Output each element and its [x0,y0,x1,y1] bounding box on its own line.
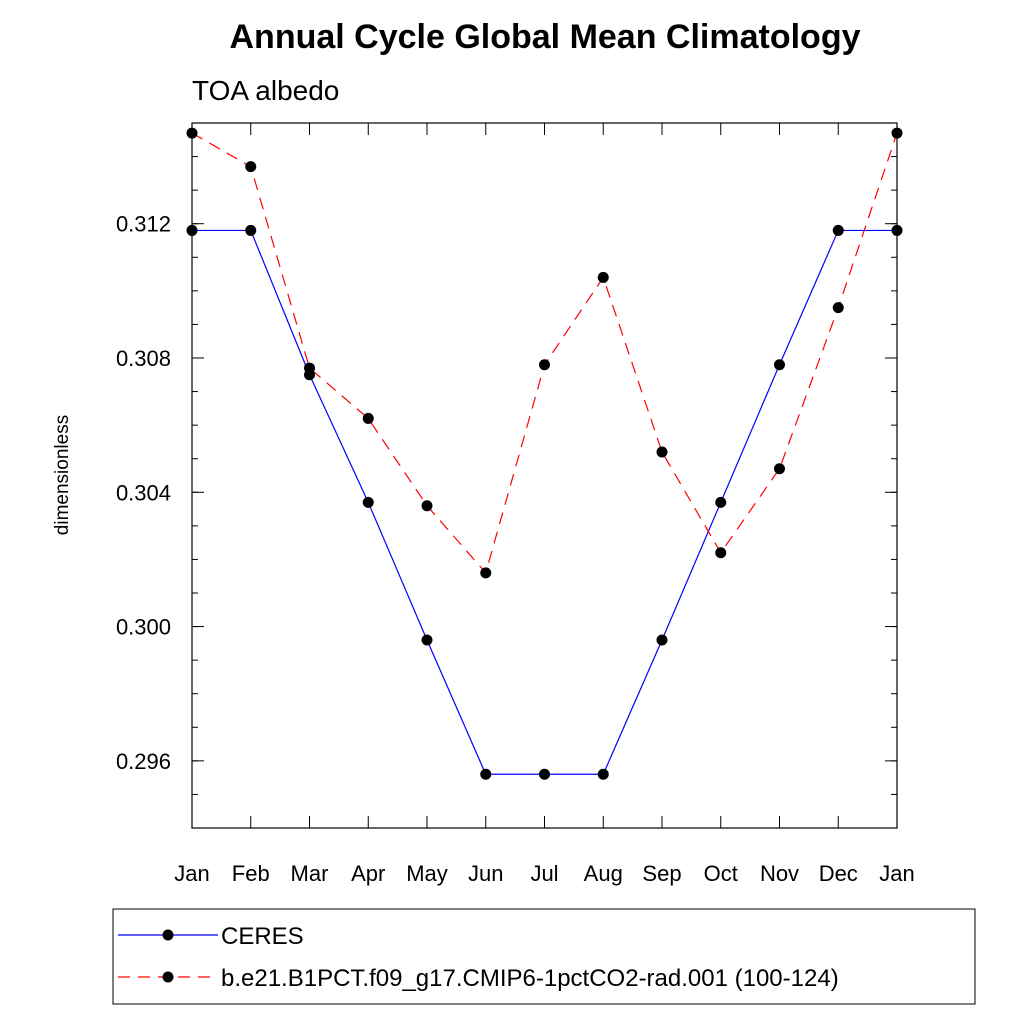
data-point [186,224,198,236]
legend: CERES b.e21.B1PCT.f09_g17.CMIP6-1pctCO2-… [112,908,976,1005]
data-point [186,127,198,139]
x-tick-label: Dec [819,861,858,886]
legend-label-model: b.e21.B1PCT.f09_g17.CMIP6-1pctCO2-rad.00… [221,965,839,992]
data-point [421,634,433,646]
x-tick-label: Feb [232,861,270,886]
data-point [597,271,609,283]
data-point [480,768,492,780]
series-markers [186,127,903,780]
x-tick-label: Oct [704,861,738,886]
data-point [774,463,785,475]
axis-ticks [191,122,898,829]
series-lines [191,132,898,775]
data-point [539,359,550,371]
series-line-0 [192,229,897,775]
data-point [656,634,668,646]
series-line-1 [191,132,898,575]
x-tick-label: Jul [530,861,558,886]
chart-title: Annual Cycle Global Mean Climatology [230,18,861,56]
data-point [245,224,257,236]
data-point [832,302,844,314]
data-point [421,500,433,512]
x-tick-label: Jan [879,861,914,886]
legend-marker-model [162,971,174,983]
y-tick-label: 0.296 [116,749,171,774]
plot-frame [191,122,898,829]
data-point [597,768,609,780]
data-point [362,412,374,424]
data-point [245,161,257,173]
x-tick-label: Jan [174,861,209,886]
legend-label-ceres: CERES [221,923,304,950]
x-tick-label: Nov [760,861,799,886]
data-point [539,768,550,780]
data-point [656,446,668,458]
data-point [715,496,727,508]
x-tick-labels: Jan Feb Mar Apr May Jun Jul Aug Sep Oct Nov Dec Jan [174,861,914,886]
data-point [362,496,374,508]
x-tick-label: Sep [642,861,681,886]
data-point [304,362,315,374]
data-point [891,127,903,139]
chart-subtitle: TOA albedo [192,75,339,106]
y-tick-label: 0.308 [116,346,171,371]
y-tick-label: 0.304 [116,480,171,505]
data-point [832,224,844,236]
y-tick-label: 0.300 [116,615,171,640]
y-tick-label: 0.312 [116,212,171,237]
data-point [891,224,903,236]
data-point [774,359,785,371]
x-tick-label: Mar [291,861,329,886]
x-tick-label: Aug [584,861,623,886]
x-tick-label: May [406,861,448,886]
data-point [480,567,492,579]
data-point [715,547,727,559]
y-axis-label: dimensionless [52,415,73,535]
legend-marker-ceres [162,929,174,941]
y-tick-labels: 0.296 0.300 0.304 0.308 0.312 [116,212,171,774]
x-tick-label: Jun [468,861,503,886]
x-tick-label: Apr [351,861,385,886]
legend-box [112,908,976,1005]
